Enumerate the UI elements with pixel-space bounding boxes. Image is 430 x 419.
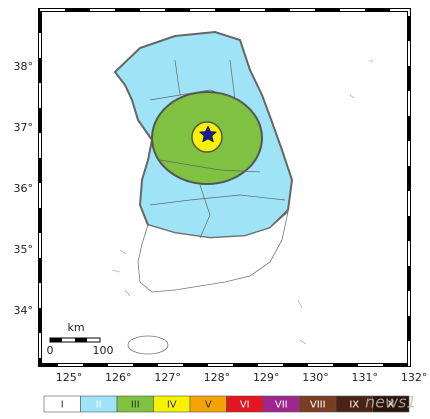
legend-label: II	[96, 400, 102, 411]
land	[137, 210, 289, 293]
longitude-label: 130°	[302, 371, 329, 384]
legend-label: VI	[240, 400, 250, 411]
scale-bar-fill	[50, 338, 62, 342]
legend-label: X	[387, 400, 394, 411]
map-area	[111, 30, 374, 355]
longitude-label: 132°	[401, 371, 428, 384]
legend-label: VIII	[310, 400, 326, 411]
watermark: news1	[365, 393, 417, 412]
latitude-label: 36°	[14, 182, 34, 195]
province-lines	[149, 59, 286, 239]
longitude-label: 131°	[352, 371, 379, 384]
legend-label: IX	[349, 400, 359, 411]
coast-detail	[111, 59, 374, 345]
frame-ticks	[39, 9, 410, 366]
longitude-label: 127°	[154, 371, 181, 384]
longitude-label: 128°	[204, 371, 231, 384]
latitude-label: 35°	[14, 243, 34, 256]
latitude-label: 34°	[14, 304, 34, 317]
scale-bar-fill	[75, 338, 87, 342]
scale-start: 0	[47, 344, 54, 357]
legend-swatch	[372, 395, 410, 413]
scale-end: 100	[93, 344, 114, 357]
legend-label: VII	[275, 400, 288, 411]
longitude-label: 125°	[56, 371, 83, 384]
island	[127, 335, 169, 355]
legend-label: III	[131, 400, 140, 411]
longitude-label: 129°	[253, 371, 280, 384]
epicenter	[198, 125, 218, 143]
legend-label: I	[61, 400, 64, 411]
longitude-label: 126°	[105, 371, 132, 384]
latitude-label: 37°	[14, 121, 34, 134]
latitude-label: 38°	[14, 60, 34, 73]
legend-label: V	[205, 400, 212, 411]
legend-label: IV	[167, 400, 177, 411]
scale-unit: km	[67, 321, 84, 334]
